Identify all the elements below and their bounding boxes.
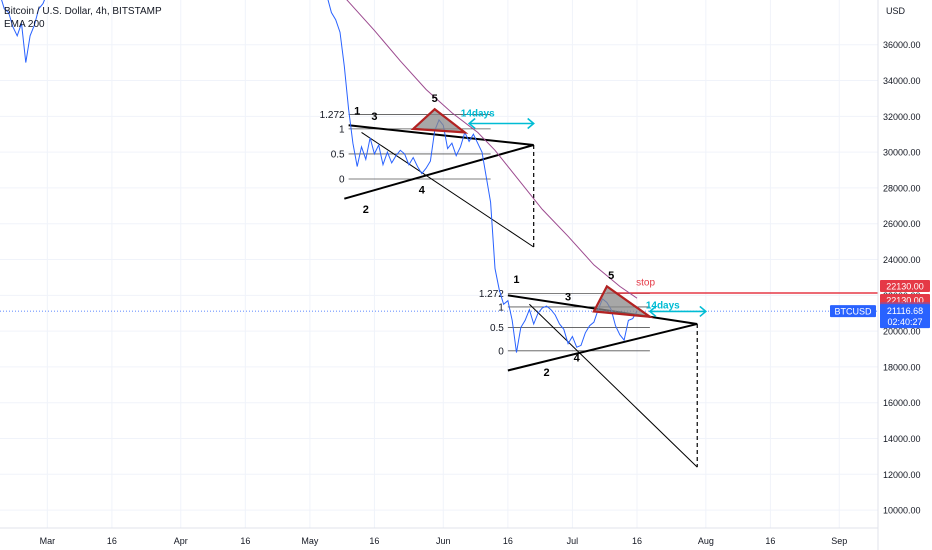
y-tick-label: 32000.00 [883, 112, 921, 122]
wave-label: 5 [432, 93, 438, 105]
fib-level-label: 0 [498, 346, 504, 357]
stop-label: stop [636, 277, 655, 288]
x-tick-label: Jun [436, 536, 451, 546]
y-tick-label: 34000.00 [883, 76, 921, 86]
pattern-line-pattern [348, 124, 534, 146]
annotation-front-layer: 1 2 3 4 5 1 2 3 4 5 14days 14days stop [354, 93, 708, 379]
x-tick-label: Mar [40, 536, 56, 546]
y-tick-label: 12000.00 [883, 470, 921, 480]
y-tick-label: 16000.00 [883, 398, 921, 408]
currency-label: USD [886, 6, 906, 16]
price-tag [880, 304, 930, 329]
duration-label: 14days [646, 301, 680, 312]
y-tick-label: 20000.00 [883, 327, 921, 337]
wave-label: 3 [371, 111, 377, 123]
x-tick-label: 16 [240, 536, 250, 546]
x-tick-label: 16 [632, 536, 642, 546]
fib-level-label: 1 [339, 124, 345, 135]
y-tick-label: 18000.00 [883, 362, 921, 372]
fib-level-label: 0.5 [331, 149, 345, 160]
symbol-tag [830, 305, 876, 318]
x-tick-label: 16 [369, 536, 379, 546]
arrow-head-left [467, 117, 476, 130]
y-tick-label: 36000.00 [883, 40, 921, 50]
duration-label: 14days [461, 108, 495, 119]
ema-series-line [346, 0, 638, 299]
wave-label: 1 [354, 106, 360, 118]
x-tick-label: May [301, 536, 319, 546]
x-tick-label: Aug [698, 536, 714, 546]
wave-label: 4 [574, 353, 581, 365]
x-tick-label: 16 [503, 536, 513, 546]
x-tick-label: Sep [831, 536, 847, 546]
wave-label: 3 [565, 292, 571, 304]
y-tick-label: 14000.00 [883, 434, 921, 444]
fib-level-label: 1 [498, 302, 504, 313]
wave5-triangle [410, 107, 469, 134]
wave-label: 5 [608, 270, 614, 282]
x-tick-label: Jul [567, 536, 579, 546]
pattern-line-pattern [507, 322, 698, 372]
y-tick-label: 10000.00 [883, 506, 921, 516]
y-tick-label: 26000.00 [883, 219, 921, 229]
arrow-head-left [648, 305, 657, 318]
wave-label: 2 [363, 204, 369, 216]
arrow-head-right [699, 305, 708, 318]
price-tag-label: 22130.00 [886, 295, 924, 305]
symbol-tag-label: BTCUSD [834, 307, 872, 317]
symbol-title: Bitcoin / U.S. Dollar, 4h, BITSTAMP [4, 6, 162, 17]
price-tag-label: 22130.00 [886, 281, 924, 291]
price-axis-bg [878, 0, 932, 550]
pattern-line-pattern [344, 144, 534, 200]
wave5-triangle [592, 284, 654, 319]
pattern-line-thin [361, 132, 534, 248]
grid [0, 0, 878, 528]
chart-legend: Bitcoin / U.S. Dollar, 4h, BITSTAMP EMA … [4, 5, 162, 31]
fib-level-label: 0.5 [490, 323, 504, 334]
y-tick-label: 24000.00 [883, 255, 921, 265]
y-tick-label: 28000.00 [883, 183, 921, 193]
price-tag-label: 21116.68 [887, 306, 923, 316]
series-layer [1, 0, 638, 353]
x-tick-label: 16 [765, 536, 775, 546]
wave-label: 2 [544, 367, 550, 379]
fib-level-label: 1.272 [479, 289, 504, 300]
countdown-label: 02:40:27 [887, 317, 922, 327]
price-tag [880, 279, 930, 292]
annotation-back-layer: 1.272 1 0.5 0 1.272 1 0.5 0 [0, 110, 878, 468]
x-tick-label: Apr [174, 536, 188, 546]
pattern-line-thin [529, 303, 698, 468]
wave-label: 1 [513, 274, 519, 286]
x-tick-label: 16 [107, 536, 117, 546]
indicator-label: EMA 200 [4, 19, 45, 30]
wave-label: 4 [419, 184, 426, 196]
arrow-head-right [527, 117, 535, 130]
y-tick-label: 30000.00 [883, 148, 921, 158]
fib-level-label: 1.272 [320, 110, 345, 121]
price-series-line [1, 0, 638, 353]
fib-level-label: 0 [339, 174, 345, 185]
